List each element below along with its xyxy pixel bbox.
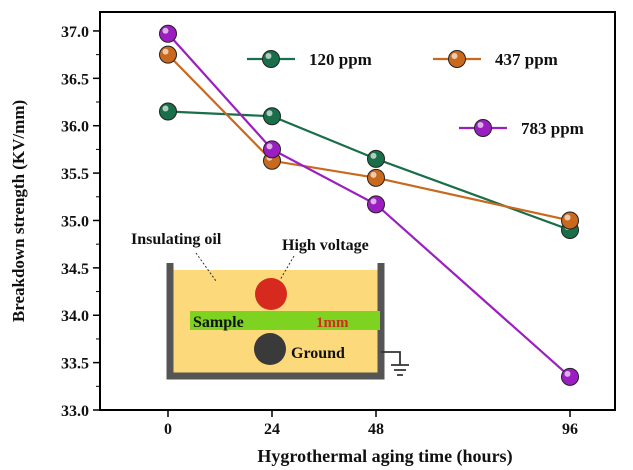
- data-point: [561, 211, 579, 230]
- sample-label: Sample: [193, 314, 244, 331]
- data-point: [159, 45, 177, 64]
- series-line-3: [167, 33, 571, 378]
- legend-entry: 120 ppm: [309, 50, 372, 69]
- plot-frame: [99, 11, 616, 411]
- insulating-oil-label: Insulating oil: [131, 231, 222, 248]
- x-tick-label: 48: [368, 421, 384, 438]
- ground-symbol-icon: [391, 364, 409, 376]
- legend-marker: [448, 50, 466, 68]
- y-tick-label: 36.0: [61, 119, 89, 136]
- oil-tank: [166, 263, 385, 380]
- legend-marker: [262, 50, 280, 68]
- data-point-highlight: [370, 171, 377, 178]
- x-tick-label: 96: [562, 421, 578, 438]
- data-point-highlight: [564, 214, 571, 221]
- legend-marker-highlight: [477, 122, 484, 128]
- y-tick-label: 34.5: [61, 261, 89, 278]
- y-tick-label: 33.5: [61, 356, 89, 373]
- data-point: [159, 24, 177, 43]
- high-voltage-label: High voltage: [282, 237, 369, 254]
- data-point: [263, 107, 281, 126]
- y-tick-label: 34.0: [61, 308, 89, 325]
- series-line-2: [167, 53, 571, 222]
- data-point-highlight: [162, 105, 169, 112]
- oil-leader-line: [195, 252, 217, 282]
- data-point-highlight: [162, 48, 169, 55]
- data-point-highlight: [162, 27, 169, 34]
- legend-marker: [474, 119, 492, 137]
- data-point: [367, 195, 385, 214]
- data-point-highlight: [370, 152, 377, 159]
- x-axis: 0 24 48 96: [164, 410, 578, 438]
- data-point-highlight: [266, 110, 273, 117]
- y-axis: 33.0 33.5 34.0 34.5 35.0 35.5 36.0 36.5 37.0: [61, 24, 100, 420]
- data-point-highlight: [564, 370, 571, 377]
- data-point: [159, 102, 177, 121]
- x-axis-label: Hygrothermal aging time (hours): [257, 446, 512, 467]
- legend: 120 ppm 437 ppm 783 ppm: [247, 50, 584, 138]
- y-tick-label: 33.0: [61, 403, 89, 420]
- series-layer: [159, 24, 579, 386]
- data-point-highlight: [266, 143, 273, 150]
- legend-marker-highlight: [451, 53, 458, 59]
- x-tick-label: 0: [164, 421, 172, 438]
- data-point: [367, 168, 385, 187]
- legend-marker-highlight: [265, 53, 272, 59]
- test-cell-schematic: Insulating oil High voltage Sample 1mm G…: [131, 231, 409, 380]
- y-tick-label: 37.0: [61, 24, 89, 41]
- sample-strip: [190, 311, 380, 330]
- data-point: [263, 140, 281, 159]
- y-axis-label: Breakdown strength (KV/mm): [9, 100, 28, 322]
- y-tick-label: 35.5: [61, 166, 89, 183]
- y-tick-label: 36.5: [61, 71, 89, 88]
- x-tick-label: 24: [264, 421, 280, 438]
- data-point: [367, 149, 385, 168]
- legend-entry: 437 ppm: [495, 50, 558, 69]
- ground-wire: [381, 351, 401, 365]
- legend-entry: 783 ppm: [521, 119, 584, 138]
- gap-label: 1mm: [316, 315, 349, 331]
- ground-electrode: [254, 333, 286, 365]
- data-point: [561, 367, 579, 386]
- ground-label: Ground: [291, 345, 345, 362]
- y-tick-label: 35.0: [61, 213, 89, 230]
- voltage-leader-line: [279, 255, 295, 281]
- data-point-highlight: [370, 198, 377, 205]
- high-voltage-electrode: [255, 278, 287, 310]
- series-line-1: [167, 110, 571, 231]
